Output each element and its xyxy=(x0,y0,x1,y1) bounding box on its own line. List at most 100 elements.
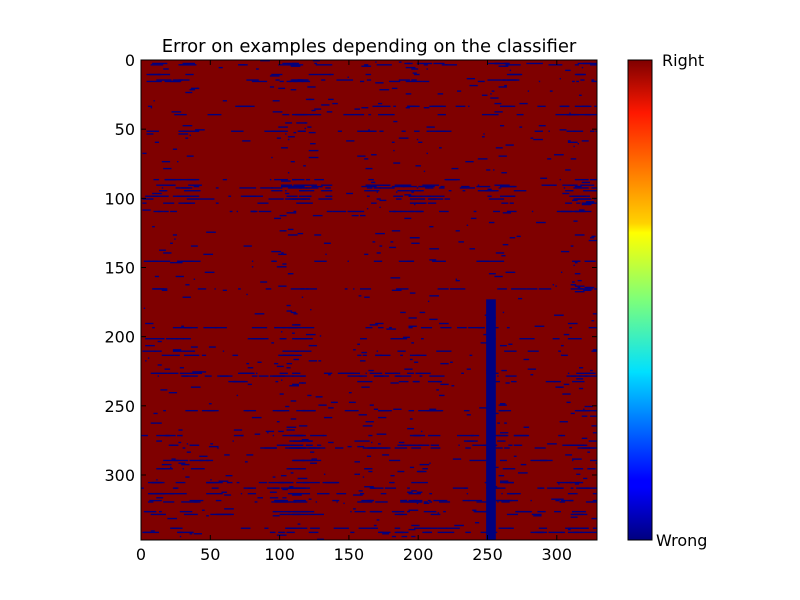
wrong-cell xyxy=(307,195,312,197)
wrong-cell xyxy=(438,147,442,149)
wrong-cell xyxy=(540,487,545,489)
wrong-cell xyxy=(555,386,563,388)
wrong-cell xyxy=(502,468,516,470)
wrong-cell xyxy=(362,447,379,449)
wrong-cell xyxy=(402,336,410,339)
wrong-cell xyxy=(592,527,597,529)
wrong-cell xyxy=(358,414,367,416)
wrong-cell xyxy=(506,210,517,213)
wrong-cell xyxy=(470,434,480,437)
wrong-cell xyxy=(312,214,323,217)
wrong-cell xyxy=(159,190,166,192)
wrong-cell xyxy=(318,198,333,200)
wrong-cell xyxy=(372,105,379,108)
wrong-cell xyxy=(574,105,592,108)
wrong-cell xyxy=(547,443,557,445)
wrong-cell xyxy=(444,198,451,200)
wrong-cell xyxy=(178,79,190,81)
wrong-cell xyxy=(463,440,474,442)
wrong-cell xyxy=(554,380,561,383)
wrong-cell xyxy=(481,136,485,138)
wrong-cell xyxy=(588,239,597,242)
wrong-cell xyxy=(581,437,588,440)
wrong-cell xyxy=(393,195,403,197)
wrong-cell xyxy=(361,499,372,502)
wrong-cell xyxy=(466,492,469,495)
wrong-cell xyxy=(391,535,397,538)
wrong-cell xyxy=(186,155,194,157)
wrong-cell xyxy=(243,487,257,489)
wrong-cell xyxy=(578,387,584,390)
wrong-cell xyxy=(242,372,252,374)
wrong-cell xyxy=(343,113,355,116)
wrong-cell xyxy=(185,284,190,286)
wrong-cell xyxy=(508,492,521,495)
wrong-cell xyxy=(368,113,372,116)
wrong-cell xyxy=(519,102,528,105)
wrong-cell xyxy=(142,209,151,211)
wrong-cell xyxy=(303,481,320,484)
wrong-cell xyxy=(258,481,268,484)
wrong-cell xyxy=(380,492,387,495)
wrong-cell xyxy=(378,113,395,116)
wrong-cell xyxy=(272,111,283,113)
wrong-cell xyxy=(299,425,308,427)
wrong-cell xyxy=(394,531,397,534)
wrong-cell xyxy=(279,338,286,340)
wrong-cell xyxy=(293,510,309,513)
wrong-cell xyxy=(247,367,254,369)
wrong-cell xyxy=(438,210,449,213)
wrong-cell xyxy=(558,434,563,437)
wrong-cell xyxy=(418,444,430,446)
wrong-cell xyxy=(287,492,302,495)
wrong-cell xyxy=(170,210,178,213)
wrong-cell xyxy=(371,441,373,444)
wrong-cell xyxy=(567,141,578,143)
wrong-cell xyxy=(171,111,182,113)
wrong-cell xyxy=(240,492,243,495)
wrong-cell xyxy=(590,130,595,132)
wrong-cell xyxy=(153,100,155,102)
wrong-cell xyxy=(364,486,374,488)
wrong-cell xyxy=(282,497,287,499)
wrong-cell xyxy=(570,412,575,415)
wrong-cell xyxy=(206,515,209,517)
wrong-cell xyxy=(305,178,311,181)
wrong-cell xyxy=(250,210,257,213)
wrong-cell xyxy=(502,243,509,246)
wrong-cell xyxy=(559,421,568,423)
wrong-cell xyxy=(376,260,383,262)
wrong-cell xyxy=(251,375,258,377)
wrong-cell xyxy=(587,405,593,408)
wrong-cell xyxy=(235,105,251,108)
wrong-cell xyxy=(271,73,283,76)
wrong-cell xyxy=(509,73,521,76)
wrong-cell xyxy=(376,519,380,521)
wrong-cell xyxy=(240,434,244,437)
wrong-cell xyxy=(164,368,171,370)
wrong-cell xyxy=(423,510,437,513)
wrong-cell xyxy=(218,66,223,69)
wrong-cell xyxy=(256,68,259,70)
wrong-cell xyxy=(357,473,360,475)
wrong-cell xyxy=(161,289,168,292)
wrong-cell xyxy=(164,178,182,181)
wrong-cell xyxy=(292,494,302,496)
wrong-cell xyxy=(595,499,597,502)
wrong-cell xyxy=(303,113,308,116)
wrong-cell xyxy=(376,105,391,108)
wrong-cell xyxy=(297,79,309,81)
wrong-cell xyxy=(290,400,297,402)
wrong-cell xyxy=(455,278,458,280)
wrong-cell xyxy=(466,368,471,370)
wrong-cell xyxy=(458,241,464,243)
wrong-cell xyxy=(578,288,593,290)
wrong-cell xyxy=(336,501,338,503)
wrong-cell xyxy=(174,238,176,240)
wrong-cell xyxy=(279,190,283,192)
wrong-cell xyxy=(567,322,578,325)
wrong-cell xyxy=(368,434,373,437)
wrong-cell xyxy=(238,288,241,290)
wrong-cell xyxy=(222,289,227,292)
wrong-cell xyxy=(299,130,305,132)
